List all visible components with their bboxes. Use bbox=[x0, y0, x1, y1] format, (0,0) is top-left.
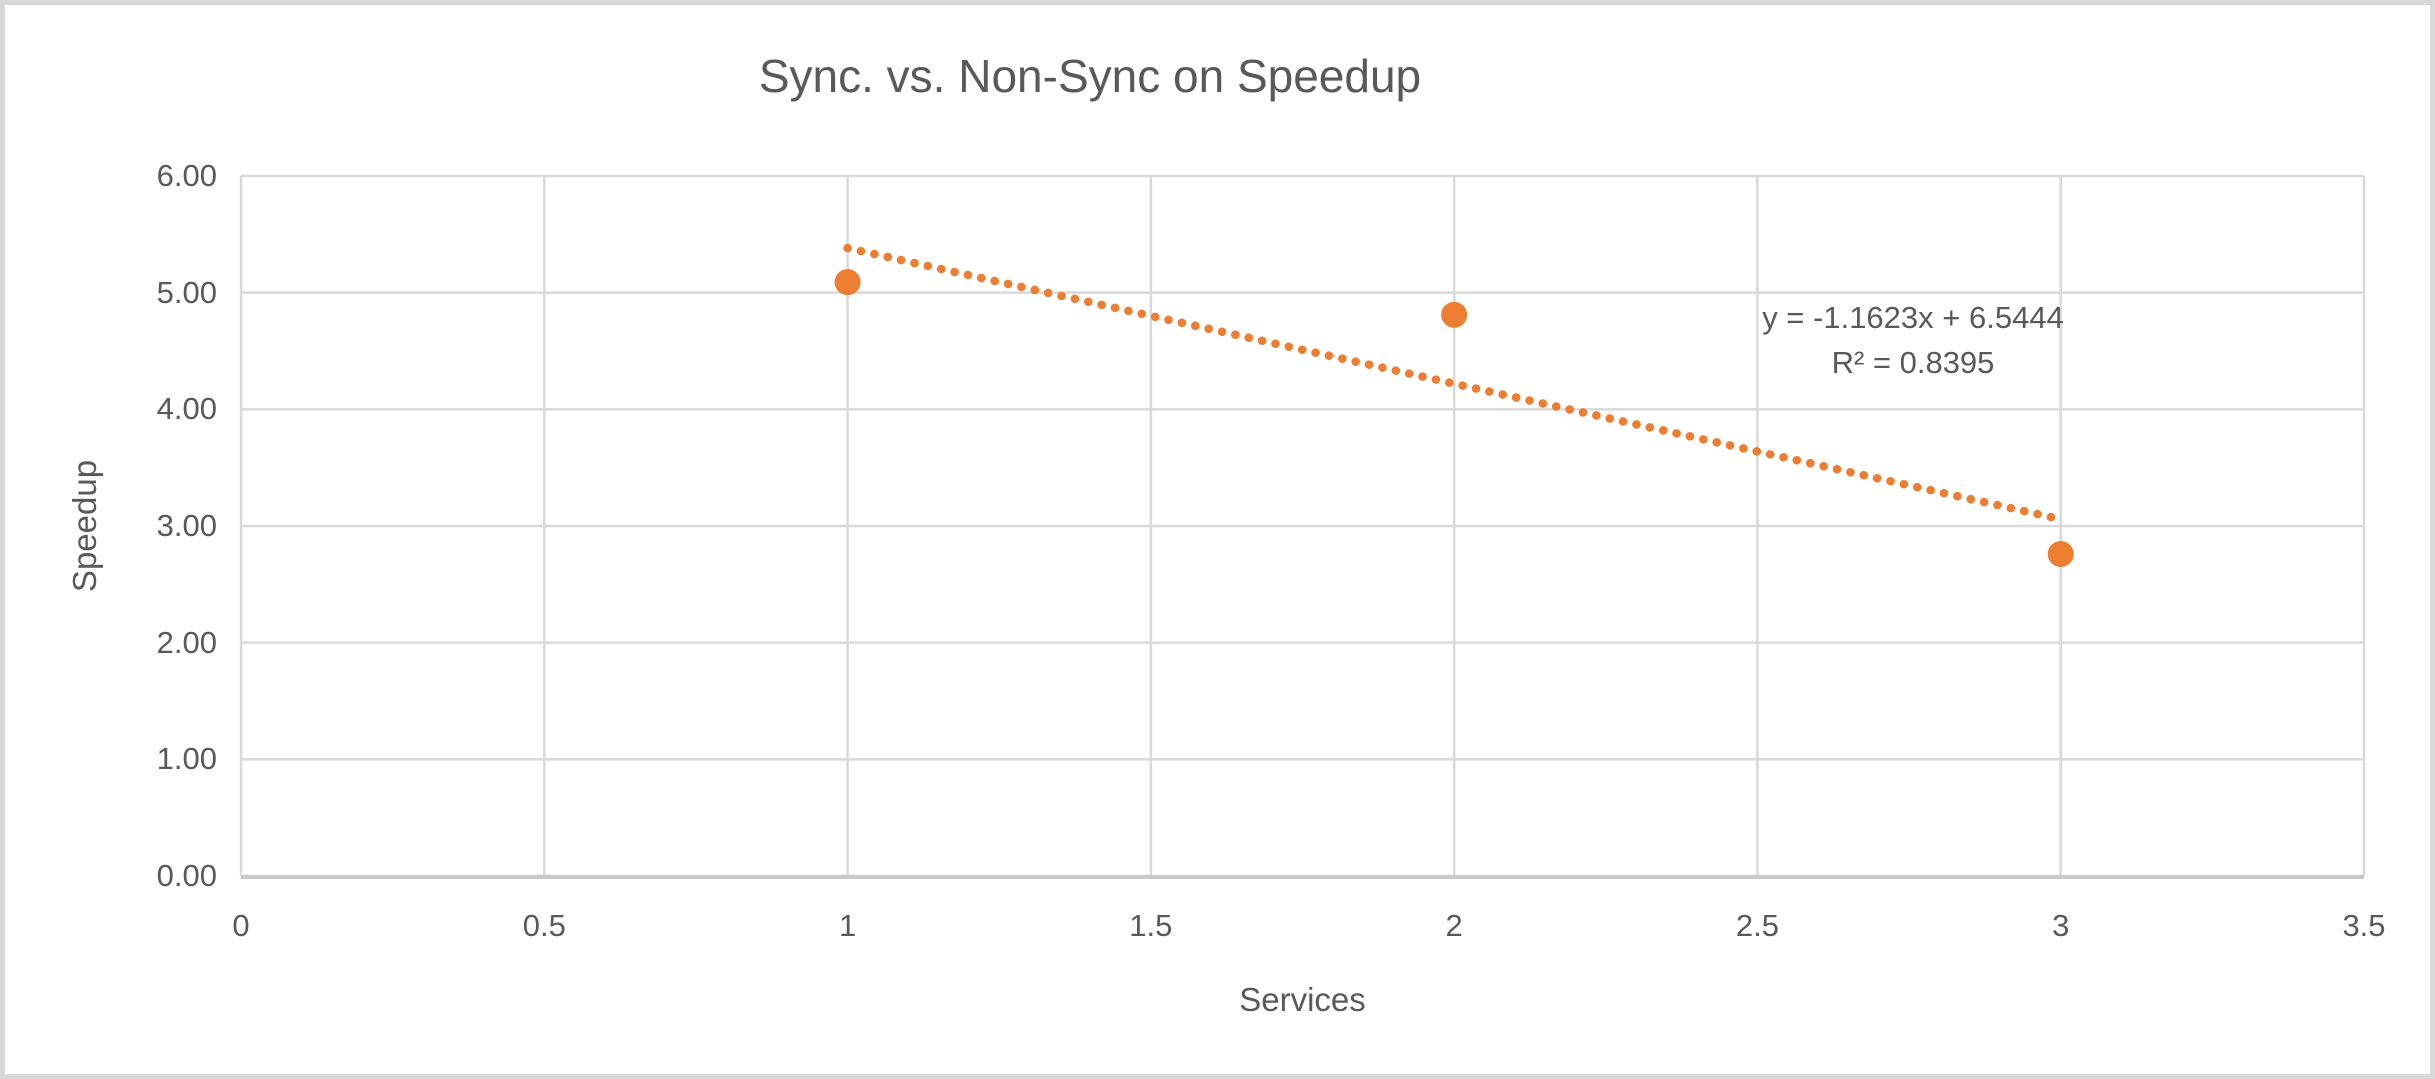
trendline-label: y = -1.1623x + 6.5444 R² = 0.8395 bbox=[1513, 295, 2313, 385]
x-tick-label: 0.5 bbox=[522, 908, 566, 943]
x-tick-label: 3.5 bbox=[2342, 908, 2386, 943]
trendline-r-squared: R² = 0.8395 bbox=[1831, 345, 1995, 380]
x-tick-label: 2.5 bbox=[1735, 908, 1779, 943]
y-tick-label: 5.00 bbox=[156, 274, 217, 310]
y-tick-label: 1.00 bbox=[156, 741, 217, 777]
x-tick-label: 0 bbox=[232, 908, 250, 943]
y-tick-label: 2.00 bbox=[156, 624, 217, 660]
trendline bbox=[843, 243, 2065, 524]
plot-area bbox=[239, 174, 2366, 879]
y-tick-label: 0.00 bbox=[156, 858, 217, 893]
chart-title: Sync. vs. Non-Sync on Speedup bbox=[758, 50, 1422, 102]
x-tick-label: 1.5 bbox=[1129, 908, 1173, 943]
y-tick-label: 6.00 bbox=[156, 158, 217, 193]
data-point bbox=[2047, 541, 2074, 567]
gridlines bbox=[239, 174, 2366, 878]
y-tick-label: 4.00 bbox=[156, 391, 217, 427]
y-tick-label: 3.00 bbox=[156, 508, 217, 543]
data-point bbox=[834, 269, 861, 296]
data-points bbox=[834, 269, 2074, 567]
x-tick-label: 1 bbox=[838, 908, 857, 943]
data-point bbox=[1441, 301, 1468, 328]
x-axis-title: Services bbox=[1239, 981, 1366, 1018]
x-tick-label: 3 bbox=[2052, 908, 2070, 943]
trendline-equation: y = -1.1623x + 6.5444 bbox=[1762, 300, 2064, 335]
trendline-dotted-line bbox=[843, 243, 2065, 524]
x-tick-label: 2 bbox=[1445, 908, 1463, 943]
x-axis-title-wrap: Services bbox=[241, 981, 2364, 1019]
